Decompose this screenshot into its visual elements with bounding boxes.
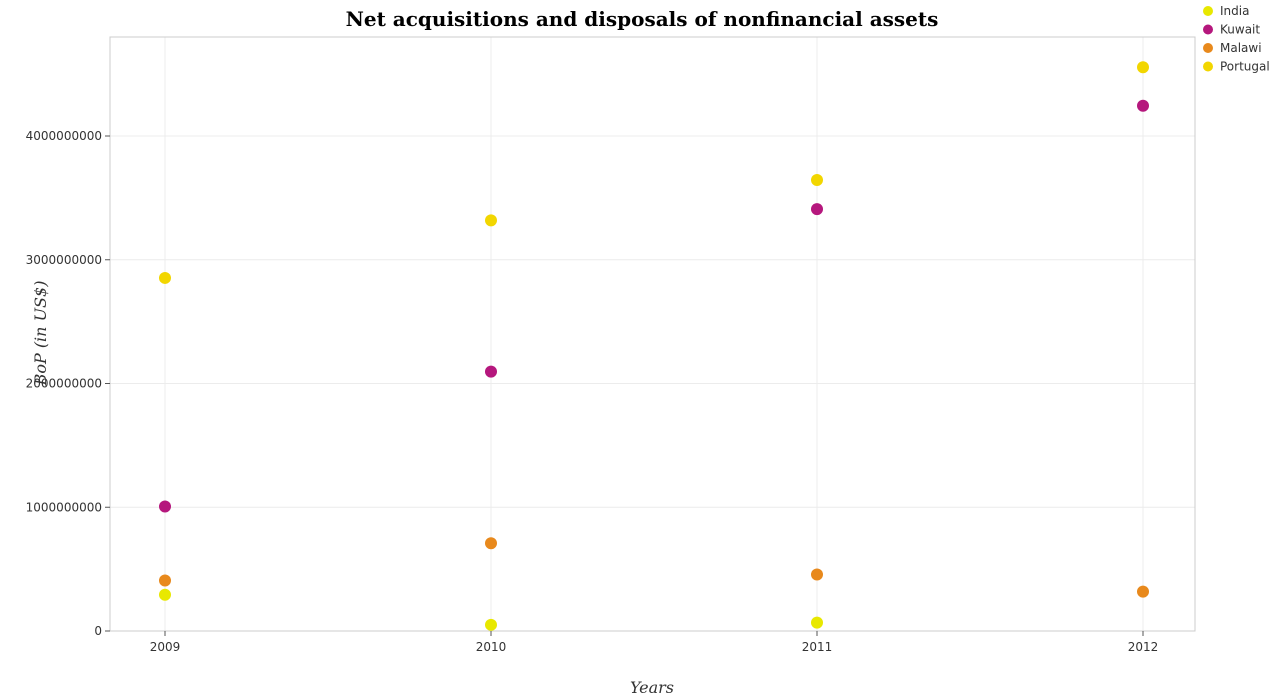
data-point-portugal [811, 174, 823, 187]
x-tick-label: 2012 [1128, 640, 1159, 654]
data-point-india [811, 616, 823, 629]
x-tick-label: 2010 [476, 640, 507, 654]
data-point-portugal [485, 214, 497, 227]
data-points [159, 61, 1149, 631]
y-axis: 0 1000000000 2000000000 3000000000 400000000… [26, 129, 110, 638]
legend-marker [1203, 24, 1213, 35]
x-tick-label: 2011 [802, 640, 833, 654]
x-tick-label: 2009 [150, 640, 181, 654]
y-tick-label: 2000000000 [26, 377, 102, 391]
y-tick-label: 3000000000 [26, 253, 102, 267]
data-point-kuwait [159, 500, 171, 513]
legend-item-portugal: Portugal [1203, 60, 1270, 74]
legend-label: Portugal [1220, 60, 1270, 74]
data-point-malawi [811, 568, 823, 581]
legend-label: Kuwait [1220, 23, 1260, 37]
plot-area-frame [109, 36, 1196, 632]
legend-label: Malawi [1220, 41, 1262, 55]
x-axis-label: Years [630, 678, 674, 697]
data-point-portugal [1137, 61, 1149, 74]
data-point-kuwait [811, 203, 823, 216]
y-tick-label: 1000000000 [26, 500, 102, 514]
legend-label: India [1220, 4, 1249, 18]
legend-marker [1203, 6, 1213, 16]
legend-marker [1203, 43, 1213, 53]
data-point-kuwait [1137, 99, 1149, 112]
legend-item-india: India [1203, 4, 1249, 18]
legend-marker [1203, 61, 1213, 72]
y-tick-label: 0 [94, 624, 102, 638]
data-point-portugal [159, 271, 171, 284]
legend-item-malawi: Malawi [1203, 41, 1262, 55]
y-axis-label: BoP (in US$) [31, 281, 50, 387]
x-axis: 2009 2010 2011 2012 [150, 631, 1159, 654]
data-point-malawi [1137, 585, 1149, 598]
legend-item-kuwait: Kuwait [1203, 23, 1260, 37]
data-point-kuwait [485, 365, 497, 378]
data-point-india [485, 618, 497, 631]
data-point-india [159, 588, 171, 601]
y-tick-label: 4000000000 [26, 129, 102, 143]
data-point-malawi [485, 537, 497, 550]
legend: India Kuwait Malawi Portugal [1203, 4, 1270, 74]
data-point-malawi [159, 574, 171, 587]
chart-title: Net acquisitions and disposals of nonfin… [346, 7, 939, 31]
